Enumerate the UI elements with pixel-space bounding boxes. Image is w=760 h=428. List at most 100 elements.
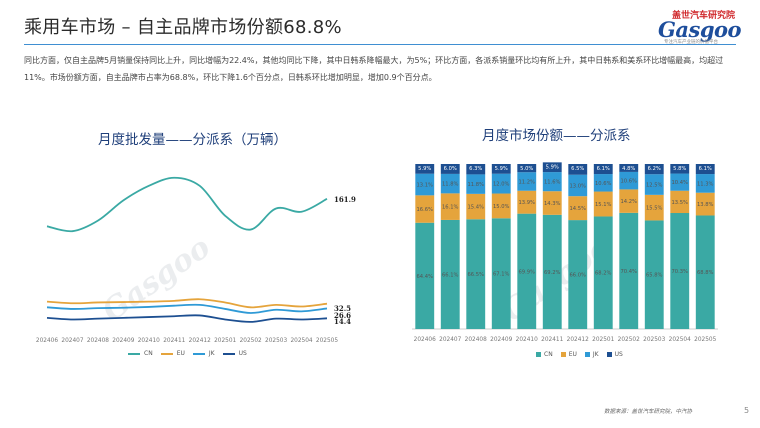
bar-segment-cn bbox=[491, 218, 511, 329]
bar-data-label-us: 4.8% bbox=[622, 166, 635, 172]
bar-segment-jk bbox=[542, 172, 562, 192]
bar-data-label-us: 6.3% bbox=[469, 166, 482, 172]
line-x-tick: 202502 bbox=[240, 338, 262, 344]
bar-legend-item-us: US bbox=[606, 351, 623, 358]
bar-data-label-jk: 11.8% bbox=[442, 182, 459, 188]
line-end-label-us: 14.4 bbox=[334, 317, 351, 326]
legend-label-cn: CN bbox=[144, 350, 153, 357]
line-x-tick: 202501 bbox=[214, 338, 236, 344]
bar-segment-us bbox=[542, 162, 562, 173]
bar-data-label-us: 5.0% bbox=[520, 166, 533, 172]
bar-data-label-cn: 66.1% bbox=[442, 272, 459, 278]
bar-data-label-cn: 66.5% bbox=[468, 272, 485, 278]
bar-segment-eu bbox=[644, 194, 664, 221]
bar-x-tick: 202501 bbox=[592, 337, 614, 343]
bar-segment-eu bbox=[440, 193, 460, 220]
bar-data-label-cn: 69.9% bbox=[519, 269, 536, 275]
bar-data-label-jk: 11.6% bbox=[544, 180, 561, 186]
line-x-tick: 202408 bbox=[87, 338, 109, 344]
line-x-tick: 202503 bbox=[265, 338, 287, 344]
bar-data-label-cn: 65.8% bbox=[646, 273, 663, 279]
bar-x-tick: 202410 bbox=[516, 337, 538, 343]
bar-data-label-cn: 70.3% bbox=[672, 269, 689, 275]
bar-segment-cn bbox=[517, 213, 537, 329]
logo-en-text: Gasgoo bbox=[658, 17, 742, 42]
bar-segment-cn bbox=[619, 212, 639, 329]
bar-segment-eu bbox=[491, 193, 511, 219]
bar-segment-jk bbox=[619, 171, 639, 190]
bar-data-label-us: 6.1% bbox=[699, 166, 712, 172]
bar-segment-us bbox=[695, 164, 715, 175]
bar-segment-us bbox=[568, 164, 588, 175]
bar-segment-cn bbox=[542, 214, 562, 329]
bar-segment-jk bbox=[517, 172, 537, 191]
bar-data-label-eu: 15.1% bbox=[595, 202, 612, 208]
bar-segment-jk bbox=[695, 174, 715, 193]
bar-data-label-jk: 10.4% bbox=[672, 180, 689, 186]
bar-segment-jk bbox=[644, 174, 664, 195]
bar-x-tick: 202505 bbox=[694, 337, 716, 343]
title-divider bbox=[24, 44, 736, 45]
bar-data-label-eu: 13.5% bbox=[672, 200, 689, 206]
page-title: 乘用车市场 – 自主品牌市场份额68.8% bbox=[24, 17, 342, 38]
bar-segment-jk bbox=[466, 174, 486, 194]
bar-data-label-jk: 12.0% bbox=[493, 182, 510, 188]
logo-subtitle: 专注汽车产业链的价值平台 bbox=[664, 40, 718, 45]
bar-data-label-cn: 67.1% bbox=[493, 272, 510, 278]
bar-x-tick: 202504 bbox=[669, 337, 691, 343]
bar-data-label-jk: 10.6% bbox=[595, 181, 612, 187]
bar-legend-label-jk: JK bbox=[592, 351, 599, 358]
bar-segment-cn bbox=[695, 215, 715, 329]
line-end-label-eu: 32.5 bbox=[334, 304, 351, 313]
logo-cn-text: 盖世汽车研究院 bbox=[672, 11, 736, 21]
bar-legend-item-jk: JK bbox=[584, 351, 599, 358]
bar-chart-title: 月度市场份额——分派系 bbox=[482, 128, 631, 144]
bar-x-tick: 202502 bbox=[618, 337, 640, 343]
bar-data-label-eu: 14.2% bbox=[621, 199, 638, 205]
line-series-cn bbox=[46, 176, 328, 233]
bar-data-label-eu: 16.6% bbox=[417, 207, 434, 213]
line-end-label-cn: 161.9 bbox=[334, 195, 356, 204]
bar-data-label-us: 5.9% bbox=[495, 166, 508, 172]
bar-segment-us bbox=[440, 164, 460, 174]
legend-label-eu: EU bbox=[176, 350, 185, 357]
bar-segment-jk bbox=[440, 173, 460, 194]
bar-segment-cn bbox=[415, 222, 435, 329]
bar-segment-us bbox=[644, 164, 664, 175]
line-x-tick: 202407 bbox=[61, 338, 83, 344]
line-x-tick: 202409 bbox=[112, 338, 134, 344]
bar-legend-label-eu: EU bbox=[568, 351, 577, 358]
bar-segment-eu bbox=[593, 191, 613, 217]
bar-data-label-eu: 13.9% bbox=[519, 200, 536, 206]
bar-segment-us bbox=[593, 164, 613, 175]
legend-item-jk: JK bbox=[192, 350, 215, 357]
bar-data-label-us: 5.9% bbox=[546, 164, 559, 170]
line-x-tick: 202505 bbox=[316, 338, 338, 344]
bar-data-label-eu: 15.4% bbox=[468, 205, 485, 211]
bar-data-label-eu: 15.5% bbox=[646, 206, 663, 212]
bar-data-label-eu: 15.0% bbox=[493, 204, 510, 210]
bar-segment-jk bbox=[491, 173, 511, 194]
bar-legend-item-cn: CN bbox=[536, 351, 553, 358]
bar-data-label-jk: 11.2% bbox=[519, 179, 536, 185]
gasgoo-logo: 盖世汽车研究院 Gasgoo 专注汽车产业链的价值平台 bbox=[652, 8, 742, 45]
bar-data-label-us: 6.0% bbox=[444, 166, 457, 172]
bar-segment-us bbox=[619, 164, 639, 172]
summary-text: 同比方面，仅自主品牌5月销量保持同比上升，同比增幅为22.4%，其他均同比下降，… bbox=[24, 56, 724, 82]
bar-segment-eu bbox=[568, 196, 588, 221]
line-end-label-jk: 26.6 bbox=[334, 311, 351, 320]
bar-legend-label-us: US bbox=[614, 351, 623, 358]
bar-segment-eu bbox=[695, 192, 715, 216]
bar-segment-us bbox=[415, 164, 435, 174]
bar-data-label-us: 6.1% bbox=[597, 166, 610, 172]
bar-data-label-cn: 70.4% bbox=[621, 269, 638, 275]
bar-data-label-cn: 68.8% bbox=[697, 270, 714, 276]
bar-data-label-us: 5.9% bbox=[418, 166, 431, 172]
legend-item-us: US bbox=[222, 350, 247, 357]
bar-x-tick: 202407 bbox=[439, 337, 461, 343]
bar-segment-jk bbox=[568, 174, 588, 197]
bar-segment-us bbox=[491, 164, 511, 174]
bar-data-label-cn: 69.2% bbox=[544, 270, 561, 276]
